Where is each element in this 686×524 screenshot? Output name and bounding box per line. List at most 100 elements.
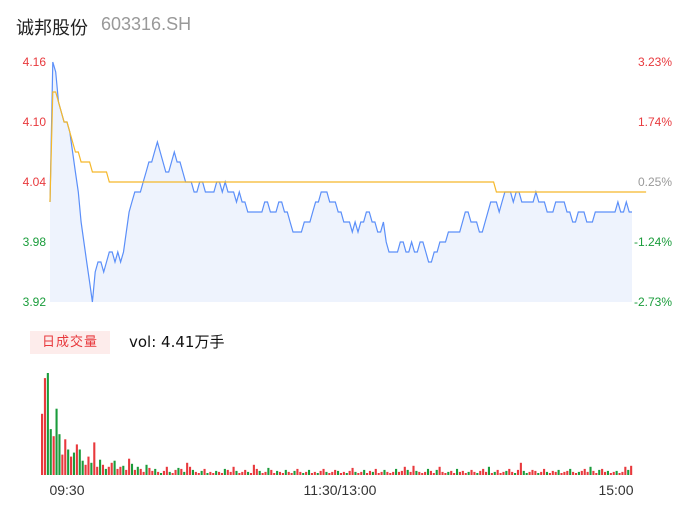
volume-bar	[392, 471, 395, 475]
volume-badge[interactable]: 日成交量	[30, 331, 110, 354]
volume-bar	[293, 470, 296, 475]
volume-bar	[528, 471, 531, 475]
volume-bar	[90, 462, 93, 475]
price-area	[50, 62, 632, 302]
volume-bar	[412, 465, 415, 475]
volume-bar	[93, 442, 96, 475]
volume-bar	[560, 473, 563, 475]
volume-bar	[238, 473, 241, 475]
volume-bar	[351, 467, 354, 475]
volume-bar	[278, 471, 282, 475]
volume-bar	[432, 473, 435, 475]
volume-bar	[296, 468, 299, 475]
volume-bar	[55, 408, 58, 475]
volume-bar	[409, 471, 412, 475]
volume-bar	[116, 468, 119, 475]
volume-bar	[322, 468, 325, 475]
volume-bar	[383, 469, 386, 475]
volume-bar	[574, 473, 578, 475]
volume-bar	[255, 468, 258, 475]
price-tick-label: 4.16	[23, 55, 47, 69]
volume-bar	[522, 470, 525, 475]
price-tick-label: 4.10	[23, 115, 47, 129]
volume-label: vol: 4.41万手	[129, 333, 225, 351]
pct-tick-label: -1.24%	[634, 235, 672, 249]
volume-bar	[545, 471, 549, 475]
volume-bar	[511, 471, 514, 475]
avg-price-line	[49, 91, 647, 203]
volume-bar	[148, 467, 151, 475]
volume-bar	[122, 465, 125, 475]
volume-bar	[447, 471, 450, 475]
volume-bar	[493, 471, 496, 475]
volume-bar	[400, 470, 403, 475]
volume-bar	[203, 468, 206, 475]
volume-bar	[357, 473, 360, 475]
volume-bar	[563, 471, 566, 475]
stock-code: 603316.SH	[101, 14, 192, 34]
volume-bar	[307, 469, 311, 475]
volume-bar	[139, 468, 142, 475]
volume-bar	[299, 471, 302, 475]
volume-bar	[191, 469, 194, 475]
volume-bar	[209, 471, 212, 475]
volume-bar	[249, 473, 253, 475]
price-tick-label: 3.98	[23, 235, 47, 249]
volume-bar	[453, 473, 456, 475]
volume-bar	[554, 471, 557, 475]
volume-bar	[168, 471, 171, 475]
volume-bar	[540, 471, 543, 475]
volume-bar	[328, 473, 331, 475]
volume-bar	[461, 470, 464, 475]
volume-bar	[75, 444, 78, 475]
volume-bar	[386, 471, 389, 475]
volume-bar	[334, 469, 337, 475]
volume-bar	[218, 471, 221, 475]
volume-bar	[473, 471, 476, 475]
volume-bar	[508, 468, 511, 475]
volume-bar	[226, 469, 229, 475]
volume-bar	[406, 469, 409, 475]
volume-bar	[61, 454, 64, 475]
volume-bar	[186, 462, 189, 475]
volume-bar	[348, 470, 351, 475]
volume-bar	[162, 470, 165, 475]
pct-tick-label: 0.25%	[638, 175, 672, 189]
volume-bar	[569, 468, 572, 475]
volume-bar	[235, 470, 238, 475]
volume-bar	[264, 471, 267, 475]
volume-bar	[476, 473, 479, 475]
volume-bar	[395, 468, 398, 475]
price-line	[49, 61, 632, 303]
volume-bar	[342, 471, 345, 475]
volume-bar	[99, 459, 102, 475]
time-tick-label: 09:30	[49, 482, 84, 498]
volume-bar	[598, 469, 601, 475]
volume-bar	[302, 473, 305, 475]
volume-bar	[241, 471, 244, 475]
volume-bar	[612, 471, 615, 475]
volume-bar	[41, 413, 44, 475]
volume-bar	[354, 471, 357, 475]
volume-bar	[339, 473, 342, 475]
volume-bar	[154, 468, 157, 475]
volume-bar	[580, 470, 583, 475]
volume-bar	[113, 460, 116, 475]
volume-bar	[96, 466, 99, 475]
volume-bar	[223, 468, 226, 475]
volume-bar	[133, 469, 136, 475]
volume-bar	[551, 470, 554, 475]
volume-bar	[606, 470, 609, 475]
volume-bar	[145, 464, 148, 475]
volume-bar	[514, 473, 517, 475]
volume-bar	[505, 470, 508, 475]
volume-bar	[429, 470, 432, 475]
volume-bar	[368, 470, 372, 475]
volume-bar	[374, 468, 377, 475]
volume-bar	[43, 378, 46, 475]
volume-bar	[310, 473, 313, 475]
volume-bar	[165, 466, 168, 475]
volume-bar	[215, 470, 218, 475]
volume-bar	[441, 471, 444, 475]
volume-bar	[609, 473, 612, 475]
